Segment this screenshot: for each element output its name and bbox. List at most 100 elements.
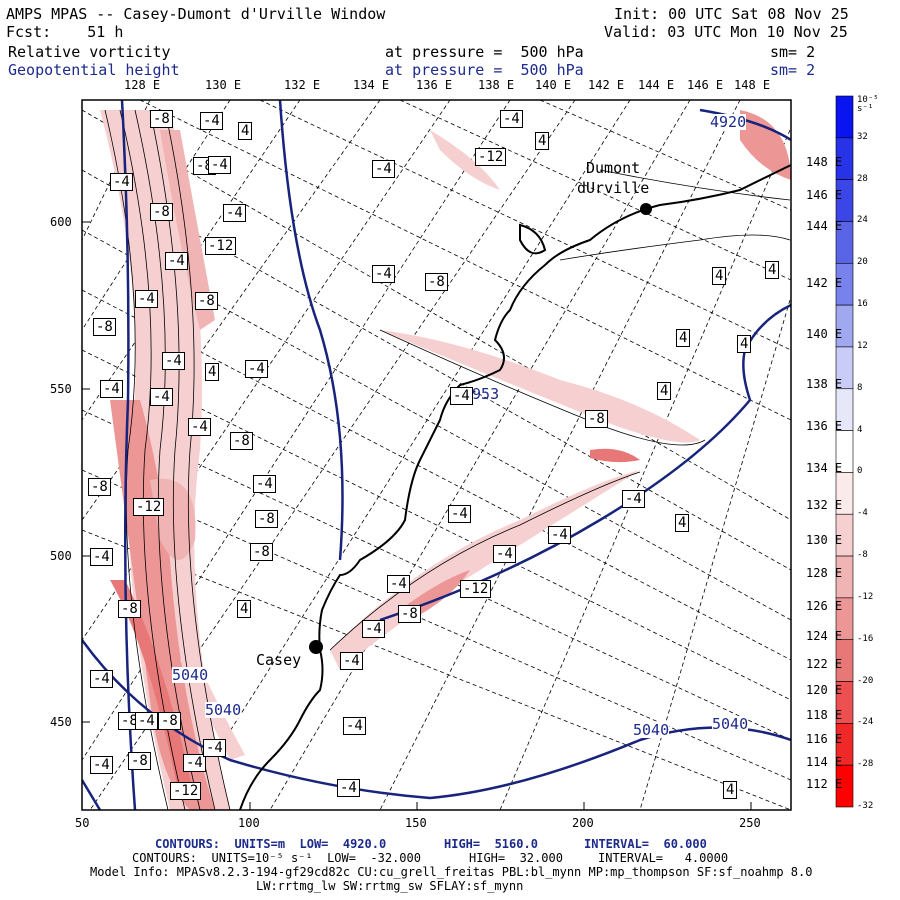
right-lon-label: 140 E	[806, 327, 843, 341]
top-lon-label: 136 E	[416, 78, 453, 92]
vorticity-contour-label: -12	[475, 148, 507, 166]
colorbar-level-label: 16	[857, 299, 868, 310]
vorticity-contour-label: -8	[150, 110, 173, 128]
vorticity-contour-label: -4	[100, 380, 123, 398]
vorticity-contour-label: -4	[183, 754, 206, 772]
field2-level: at pressure = 500 hPa	[385, 61, 584, 79]
vorticity-contour-label: -4	[372, 160, 395, 178]
vorticity-contour-label: -4	[135, 712, 158, 730]
top-lon-label: 132 E	[284, 78, 321, 92]
dumont-durville-marker	[640, 203, 652, 215]
top-lon-label: 142 E	[588, 78, 625, 92]
vorticity-contour-label: -8	[118, 600, 141, 618]
station-label-casey: Casey	[256, 651, 302, 669]
vorticity-contour-label: 4	[535, 132, 550, 150]
colorbar-level-label: 8	[857, 382, 863, 393]
footer-height-contours: CONTOURS: UNITS=m LOW= 4920.0	[155, 837, 387, 851]
vorticity-contour-label: 4	[657, 382, 672, 400]
vorticity-contour-label: 4	[237, 600, 252, 618]
colorbar-level-label: -4	[857, 508, 868, 519]
right-lon-label: 132 E	[806, 498, 843, 512]
vorticity-contour-label: -4	[362, 620, 385, 638]
init-time: Init: 00 UTC Sat 08 Nov 25	[614, 5, 849, 23]
top-lon-label: 128 E	[124, 78, 161, 92]
vorticity-contour-label: 4	[723, 781, 738, 799]
top-lon-label: 140 E	[535, 78, 572, 92]
bottom-axis-tick: 200	[572, 816, 594, 830]
vorticity-contour-label: -4	[200, 112, 223, 130]
vorticity-contour-label: -4	[203, 739, 226, 757]
vorticity-contour-label: -4	[135, 290, 158, 308]
plot-frame	[81, 99, 792, 811]
vorticity-contour-label: -4	[337, 779, 360, 797]
right-lon-label: 122 E	[806, 657, 843, 671]
colorbar-level-label: -24	[857, 717, 874, 728]
vorticity-contour-label: -8	[128, 752, 151, 770]
colorbar-swatch	[835, 764, 854, 808]
vorticity-contour-label: -4	[372, 265, 395, 283]
footer-vort-interval: INTERVAL= 4.0000	[598, 851, 729, 865]
vorticity-contour-label: 4	[676, 329, 691, 347]
right-lon-label: 138 E	[806, 377, 843, 391]
vorticity-contour-label: -4	[387, 575, 410, 593]
vorticity-contour-label: 4	[205, 363, 220, 381]
right-lon-label: 142 E	[806, 276, 843, 290]
forecast-hour: Fcst: 51 h	[6, 23, 124, 41]
colorbar-level-label: -12	[857, 591, 874, 602]
vorticity-contour-label: -8	[195, 292, 218, 310]
vorticity-contour-label: -8	[88, 478, 111, 496]
colorbar-unit: 10⁻⁵ s⁻¹	[857, 95, 879, 114]
colorbar-level-label: -16	[857, 633, 874, 644]
right-lon-label: 126 E	[806, 599, 843, 613]
top-lon-label: 138 E	[478, 78, 515, 92]
vorticity-contour-label: -8	[425, 273, 448, 291]
right-lon-label: 118 E	[806, 708, 843, 722]
vorticity-contour-label: 4	[737, 335, 752, 353]
bottom-axis-tick: 150	[405, 816, 427, 830]
station-label-dumont-2: dUrville	[577, 179, 650, 197]
vorticity-contour-label: -4	[150, 388, 173, 406]
right-lon-label: 112 E	[806, 777, 843, 791]
vorticity-contour-label: -12	[460, 580, 492, 598]
casey-marker	[309, 640, 323, 654]
top-lon-label: 148 E	[734, 78, 771, 92]
vorticity-contour-label: -4	[340, 652, 363, 670]
field1-name: Relative vorticity	[8, 43, 171, 61]
colorbar	[835, 95, 854, 808]
vorticity-contour-label: -4	[450, 387, 473, 405]
vorticity-contour-label: -4	[343, 717, 366, 735]
footer-height-interval: INTERVAL= 60.000	[584, 837, 707, 851]
right-lon-label: 116 E	[806, 732, 843, 746]
vorticity-contour-label: -4	[448, 505, 471, 523]
top-lon-label: 130 E	[205, 78, 242, 92]
height-label: 5040	[633, 721, 670, 739]
vorticity-contour-label: -4	[622, 490, 645, 508]
vorticity-contour-label: -8	[150, 203, 173, 221]
map-plot-area	[82, 100, 791, 810]
right-lon-label: 128 E	[806, 566, 843, 580]
colorbar-level-label: 28	[857, 173, 868, 184]
left-axis-tick: 450	[50, 715, 72, 729]
vorticity-contours	[104, 109, 791, 810]
vorticity-contour-label: -12	[170, 782, 202, 800]
vorticity-contour-label: -4	[245, 360, 268, 378]
top-lon-label: 134 E	[353, 78, 390, 92]
vorticity-contour-label: -8	[398, 605, 421, 623]
bottom-axis-tick: 250	[739, 816, 761, 830]
colorbar-level-label: 32	[857, 131, 868, 142]
footer-height-high: HIGH= 5160.0	[444, 837, 538, 851]
height-label: 5040	[712, 715, 749, 733]
colorbar-level-label: -20	[857, 675, 874, 686]
vorticity-contour-label: -4	[223, 204, 246, 222]
right-lon-label: 146 E	[806, 188, 843, 202]
colorbar-level-label: -32	[857, 801, 874, 811]
colorbar-level-label: 12	[857, 340, 868, 351]
vorticity-contour-label: -4	[493, 545, 516, 563]
top-lon-label: 144 E	[638, 78, 675, 92]
field2-smoothing: sm= 2	[770, 61, 816, 79]
colorbar-level-label: 4	[857, 424, 863, 435]
vorticity-contour-label: -4	[90, 756, 113, 774]
right-lon-label: 120 E	[806, 683, 843, 697]
vorticity-contour-label: -4	[110, 173, 133, 191]
